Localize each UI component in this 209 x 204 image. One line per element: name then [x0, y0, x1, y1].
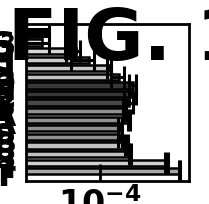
Bar: [0, 66, 109, 72]
Bar: [0, 160, 166, 166]
Bar: [0, 109, 124, 115]
Bar: [0, 32, 42, 38]
Bar: [0, 100, 129, 106]
Bar: [0, 151, 130, 157]
Bar: [0, 83, 133, 89]
Bar: [0, 74, 119, 80]
Bar: [0, 168, 179, 174]
Bar: [0, 57, 88, 63]
Bar: [0, 134, 120, 140]
Bar: [0, 117, 129, 123]
Bar: [0, 126, 120, 132]
Bar: [0, 91, 133, 98]
Bar: [0, 143, 126, 149]
Bar: [0, 40, 42, 46]
Bar: [0, 49, 75, 55]
Text: FIG. 1: FIG. 1: [8, 6, 209, 75]
